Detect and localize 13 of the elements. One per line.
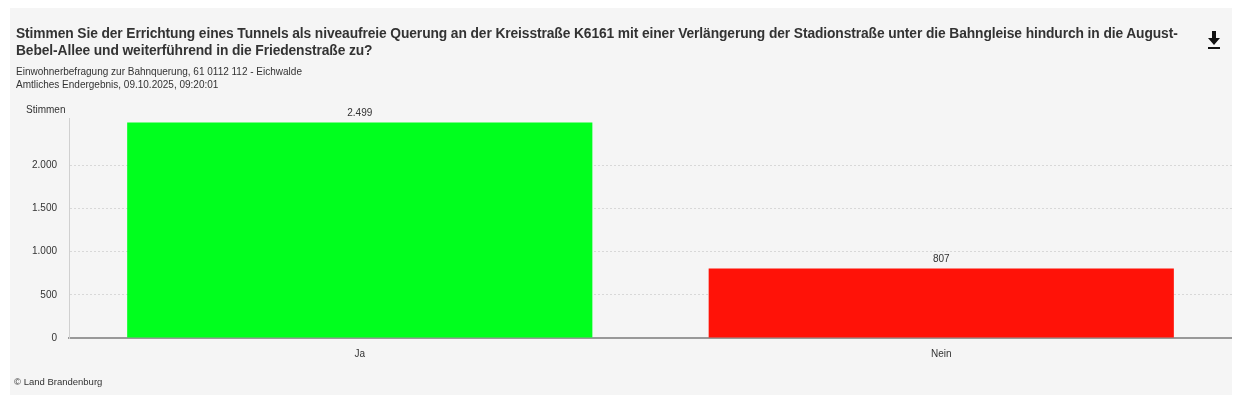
chart-title: Stimmen Sie der Errichtung eines Tunnels als niveaufreie Querung an der Kreisstraße K6161 mit einer Verlängerung der Stadionstraße unter die Bahngleise hindurch in die August-Bebel-Allee und weiterführend in die Friedenstraße zu? [16, 25, 1179, 59]
y-tick-label: 1.000 [31, 245, 58, 257]
y-tick-label: 1.500 [31, 202, 58, 214]
data-label: 807 [932, 253, 951, 265]
y-tick-label: 500 [40, 288, 58, 300]
y-axis-title: Stimmen [26, 104, 66, 115]
y-tick-label: 2.000 [31, 159, 58, 171]
text: © Land Brandenburg [14, 376, 103, 387]
y-tick-label: 0 [51, 331, 58, 343]
chart-subtitle: Einwohnerbefragung zur Bahnquerung, 61 0112 112 - Eichwalde Amtliches Endergebnis, 09.10.2025, 09:20:01 [16, 65, 302, 91]
x-tick-label: Ja [354, 347, 366, 359]
x-tick-label: Nein [930, 347, 952, 359]
data-label: 2.499 [347, 107, 373, 119]
